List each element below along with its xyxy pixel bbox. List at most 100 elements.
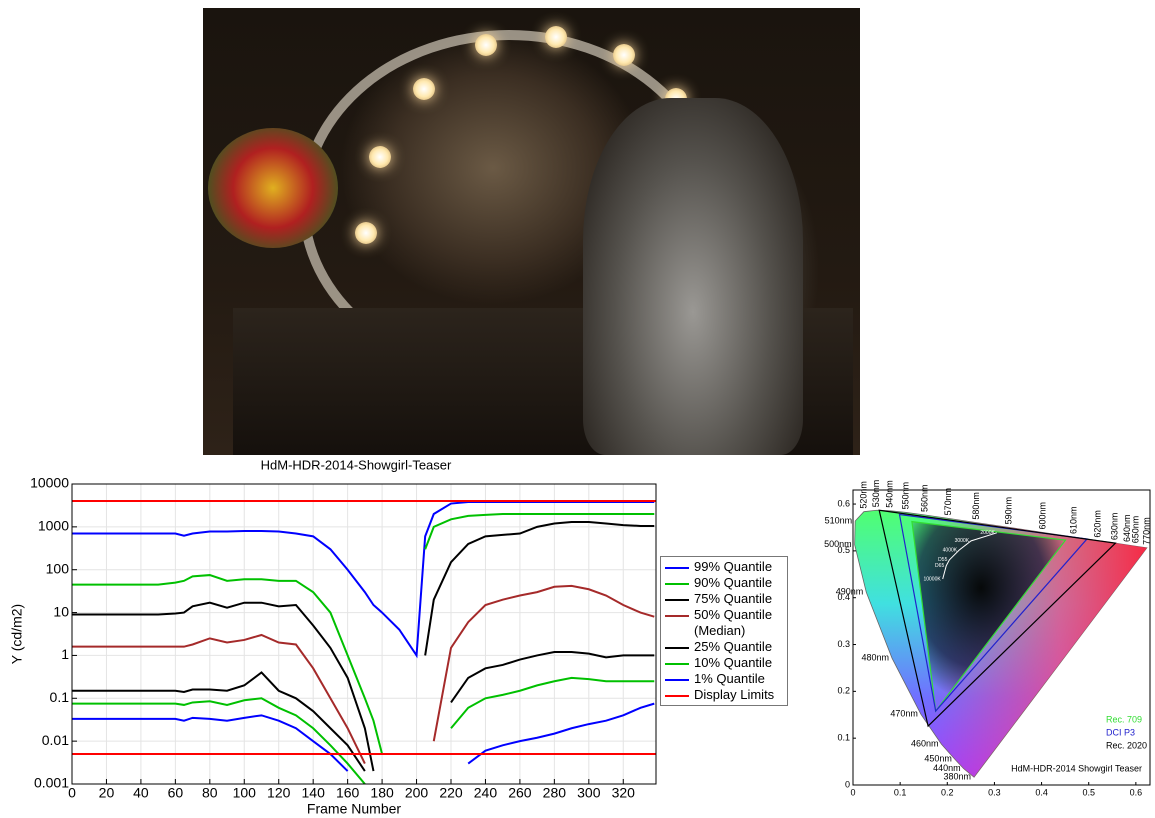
y-tick-label: 1000 <box>38 518 69 534</box>
series-line <box>72 651 655 772</box>
y-tick-label: 0.1 <box>50 689 70 705</box>
gamut-triangle <box>878 509 1117 728</box>
x-tick-label: 0.4 <box>1035 787 1048 797</box>
legend-label: 99% Quantile <box>694 559 773 574</box>
series-group <box>72 500 656 784</box>
bulb <box>413 78 435 100</box>
x-tick-label: 0.6 <box>1130 787 1143 797</box>
wavelength-label: 550nm <box>901 482 911 510</box>
wavelength-label: 630nm <box>1110 513 1120 541</box>
wavelength-label: 490nm <box>836 587 864 597</box>
x-tick-label: 0.1 <box>894 787 907 797</box>
wavelength-label: 540nm <box>885 480 895 508</box>
x-tick-label: 60 <box>168 785 184 801</box>
white-point-label: 2000K <box>980 530 995 536</box>
legend-item: Display Limits <box>665 687 783 703</box>
x-tick-label: 220 <box>439 785 463 801</box>
series-line <box>72 584 655 764</box>
white-point-label: D65 <box>935 563 944 569</box>
wavelength-label: 610nm <box>1069 506 1079 534</box>
plot-frame <box>852 489 1151 786</box>
x-tick-label: 120 <box>267 785 291 801</box>
legend: 99% Quantile 90% Quantile 75% Quantile 50% … <box>660 556 788 706</box>
y-tick-label: 0 <box>845 779 850 789</box>
gamut-triangle <box>911 520 1067 713</box>
planckian-locus <box>942 532 997 580</box>
legend-label: Rec. 2020 <box>1106 740 1147 750</box>
x-tick-label: 280 <box>543 785 567 801</box>
bulb <box>475 34 497 56</box>
x-tick-label: 0 <box>68 785 76 801</box>
y-tick-label: 0.1 <box>837 733 850 743</box>
legend-swatch <box>665 679 689 681</box>
x-tick-label: 0 <box>850 787 855 797</box>
wavelength-label: 460nm <box>911 739 939 749</box>
legend-label: 75% Quantile <box>694 591 773 606</box>
white-point-label: 10000K <box>923 576 941 582</box>
photo <box>203 8 860 455</box>
x-tick-label: 100 <box>233 785 257 801</box>
x-tick-label: 0.2 <box>941 787 954 797</box>
x-tick-label: 40 <box>133 785 149 801</box>
y-tick-label: 0.3 <box>837 639 850 649</box>
y-tick-label: 10 <box>53 603 69 619</box>
bulb <box>355 222 377 244</box>
legend-item: 1% Quantile <box>665 671 783 687</box>
wavelength-label: 620nm <box>1093 510 1103 538</box>
legend-item: 75% Quantile <box>665 591 783 607</box>
legend-item: 25% Quantile <box>665 639 783 655</box>
plot-frame <box>71 483 657 785</box>
legend-label: Rec. 709 <box>1106 714 1142 724</box>
chart-title: HdM-HDR-2014-Showgirl-Teaser <box>261 457 452 472</box>
wavelength-label: 570nm <box>943 488 953 516</box>
legend-label: 25% Quantile <box>694 639 773 654</box>
y-tick-label: 1 <box>61 646 69 662</box>
legend-label: Display Limits <box>694 687 775 702</box>
wavelength-label: 560nm <box>920 484 930 512</box>
wavelength-label: 640nm <box>1122 514 1132 542</box>
wavelength-label: 470nm <box>890 709 918 719</box>
x-tick-label: 300 <box>577 785 601 801</box>
x-tick-label: 0.3 <box>988 787 1001 797</box>
wavelength-label: 380nm <box>944 772 972 782</box>
legend-swatch <box>665 663 689 665</box>
white-point-label: D55 <box>938 557 947 563</box>
wavelength-label: 590nm <box>1004 497 1014 525</box>
wavelength-label: 500nm <box>824 539 852 549</box>
wavelength-label: 530nm <box>871 480 881 508</box>
wavelength-label: 450nm <box>924 754 952 764</box>
legend-swatch <box>665 695 689 697</box>
y-tick-label: 100 <box>46 560 70 576</box>
legend-item: 99% Quantile <box>665 559 783 575</box>
wavelength-label: 510nm <box>825 515 853 525</box>
x-tick-label: 20 <box>99 785 115 801</box>
x-tick-label: 180 <box>370 785 394 801</box>
series-line <box>72 520 655 772</box>
x-tick-label: 200 <box>405 785 429 801</box>
wavelength-label: 600nm <box>1038 502 1048 530</box>
wavelength-label: 650nm <box>1130 516 1140 544</box>
series-line <box>72 702 655 772</box>
series-line <box>72 676 655 784</box>
wavelength-label: 520nm <box>858 481 868 509</box>
dancer <box>583 98 803 455</box>
legend-item: 90% Quantile <box>665 575 783 591</box>
bulb <box>369 146 391 168</box>
legend-swatch <box>665 615 689 617</box>
x-tick-label: 240 <box>474 785 498 801</box>
y-tick-label: 0.001 <box>34 775 69 791</box>
bulb <box>545 26 567 48</box>
legend-swatch <box>665 647 689 649</box>
y-tick-label: 10000 <box>30 475 69 491</box>
wavelength-label: 480nm <box>862 653 890 663</box>
y-tick-label: 0.4 <box>837 592 850 602</box>
x-axis-label: Frame Number <box>307 801 401 817</box>
bulb <box>613 44 635 66</box>
flowers <box>208 128 338 248</box>
plot-area <box>72 484 656 784</box>
x-tick-label: 160 <box>336 785 360 801</box>
wavelength-label: 440nm <box>933 763 961 773</box>
legend-item: 50% Quantile (Median) <box>665 607 783 639</box>
white-point-label: 4000K <box>943 547 958 553</box>
